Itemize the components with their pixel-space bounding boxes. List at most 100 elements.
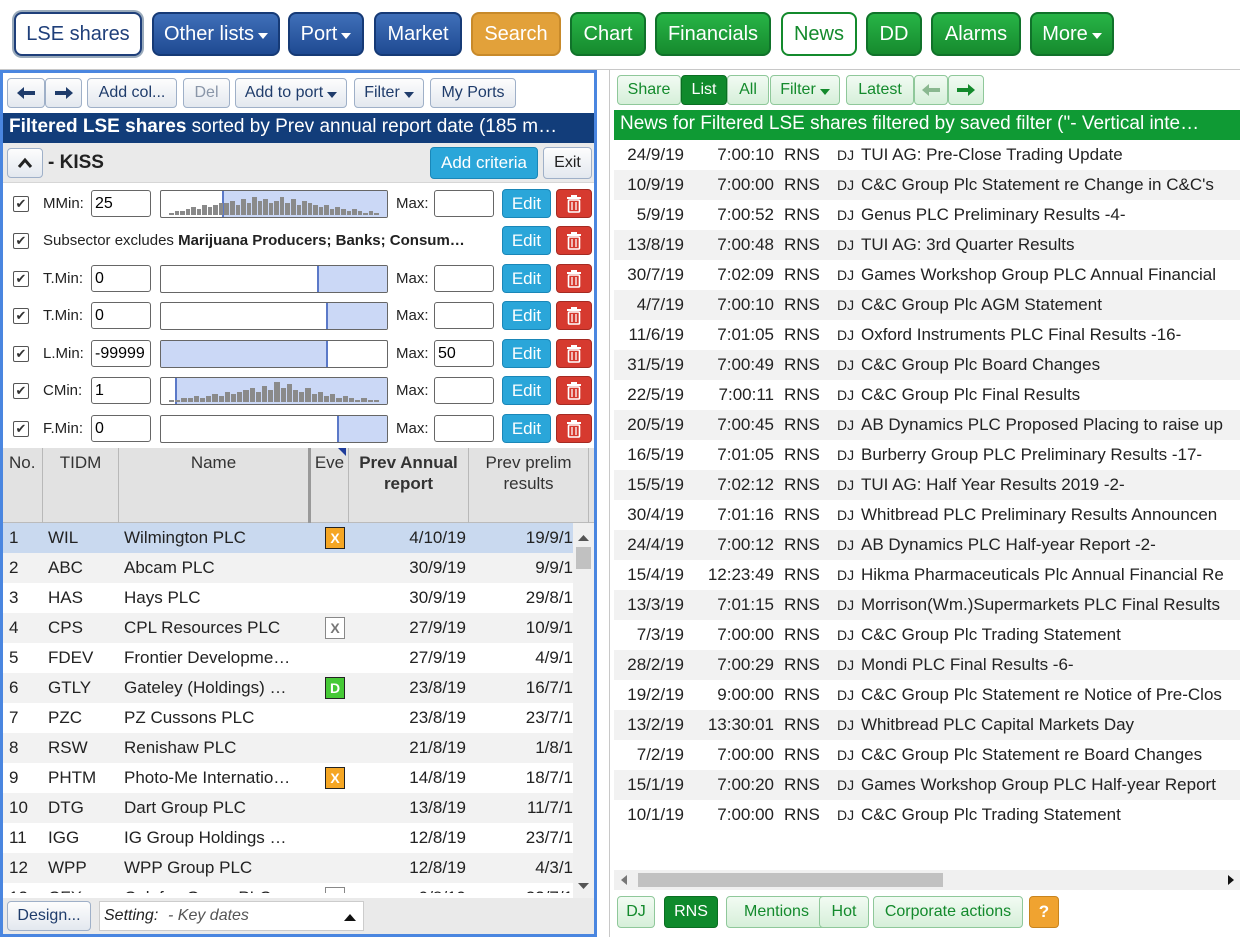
news-row[interactable]: 15/5/19 7:02:12 RNS DJ TUI AG: Half Year Res… [614, 470, 1240, 500]
column-header-events[interactable]: Eve [311, 448, 349, 523]
criteria-enabled-checkbox[interactable]: ✔ [13, 421, 29, 437]
news-row[interactable]: 30/4/19 7:01:16 RNS DJ Whitbread PLC Prelimi… [614, 500, 1240, 530]
news-row[interactable]: 28/2/19 7:00:29 RNS DJ Mondi PLC Final Resul… [614, 650, 1240, 680]
news-share-tab[interactable]: Share [617, 75, 681, 105]
table-row[interactable]: 6 GTLY Gateley (Holdings) … 23/8/19 16/7/1 D [3, 673, 573, 703]
nav-more-button[interactable]: More [1030, 12, 1114, 56]
table-scroll-thumb[interactable] [576, 547, 591, 569]
setting-selector[interactable]: Setting: - Key dates [99, 901, 364, 931]
criteria-min-input[interactable] [91, 377, 151, 404]
criteria-max-input[interactable] [434, 265, 494, 292]
criteria-edit-button[interactable]: Edit [502, 376, 551, 405]
design-button[interactable]: Design... [7, 901, 91, 931]
criteria-range-selection[interactable] [161, 341, 329, 367]
criteria-delete-button[interactable] [556, 301, 592, 330]
criteria-enabled-checkbox[interactable]: ✔ [13, 196, 29, 212]
criteria-range-slider[interactable] [160, 190, 388, 218]
table-row[interactable]: 3 HAS Hays PLC 30/9/19 29/8/1 [3, 583, 573, 613]
event-badge[interactable]: D [325, 677, 345, 699]
criteria-range-slider[interactable] [160, 302, 388, 330]
scroll-right-icon[interactable] [1223, 870, 1239, 890]
news-all-tab[interactable]: All [727, 75, 769, 105]
column-header-prev-prelim-results[interactable]: Prev prelim results [469, 448, 589, 523]
nav-lse-shares-button[interactable]: LSE shares [14, 12, 142, 56]
table-row[interactable]: 7 PZC PZ Cussons PLC 23/8/19 23/7/1 [3, 703, 573, 733]
news-filter-button[interactable]: Filter [770, 75, 840, 105]
news-row[interactable]: 13/3/19 7:01:15 RNS DJ Morrison(Wm.)Supermar… [614, 590, 1240, 620]
criteria-range-slider[interactable] [160, 265, 388, 293]
source-dj-toggle[interactable]: DJ [617, 896, 655, 928]
news-row[interactable]: 5/9/19 7:00:52 RNS DJ Genus PLC Preliminary … [614, 200, 1240, 230]
criteria-max-input[interactable] [434, 377, 494, 404]
news-row[interactable]: 15/4/19 12:23:49 RNS DJ Hikma Pharmaceutical… [614, 560, 1240, 590]
collapse-filter-button[interactable] [7, 148, 43, 178]
news-scroll-thumb[interactable] [638, 873, 943, 887]
criteria-enabled-checkbox[interactable]: ✔ [13, 383, 29, 399]
column-header-name[interactable]: Name [119, 448, 311, 523]
scroll-down-icon[interactable] [573, 876, 594, 896]
nav-financials-button[interactable]: Financials [655, 12, 771, 56]
news-horizontal-scrollbar[interactable] [614, 870, 1240, 890]
nav-other-lists-button[interactable]: Other lists [152, 12, 280, 56]
criteria-delete-button[interactable] [556, 339, 592, 368]
news-row[interactable]: 31/5/19 7:00:49 RNS DJ C&C Group Plc Board C… [614, 350, 1240, 380]
criteria-enabled-checkbox[interactable]: ✔ [13, 346, 29, 362]
source-rns-toggle[interactable]: RNS [664, 896, 718, 928]
table-row[interactable]: 12 WPP WPP Group PLC 12/8/19 4/3/1 [3, 853, 573, 883]
news-row[interactable]: 20/5/19 7:00:45 RNS DJ AB Dynamics PLC Propo… [614, 410, 1240, 440]
criteria-max-input[interactable] [434, 302, 494, 329]
column-header-tidm[interactable]: TIDM [43, 448, 119, 523]
nav-chart-button[interactable]: Chart [570, 12, 646, 56]
filter-dropdown-button[interactable]: Filter [354, 78, 424, 108]
criteria-min-input[interactable] [91, 265, 151, 292]
criteria-delete-button[interactable] [556, 414, 592, 443]
criteria-delete-button[interactable] [556, 264, 592, 293]
exit-filter-button[interactable]: Exit [543, 147, 592, 179]
event-badge[interactable]: X [325, 527, 345, 549]
scroll-left-icon[interactable] [616, 870, 632, 890]
news-row[interactable]: 15/1/19 7:00:20 RNS DJ Games Workshop Group … [614, 770, 1240, 800]
add-to-port-button[interactable]: Add to port [235, 78, 347, 108]
column-header-prev-annual-report[interactable]: Prev Annual report [349, 448, 469, 523]
criteria-range-slider[interactable] [160, 415, 388, 443]
my-ports-button[interactable]: My Ports [430, 78, 516, 108]
help-button[interactable]: ? [1029, 896, 1059, 928]
criteria-edit-button[interactable]: Edit [502, 264, 551, 293]
news-row[interactable]: 11/6/19 7:01:05 RNS DJ Oxford Instruments PL… [614, 320, 1240, 350]
table-row[interactable]: 10 DTG Dart Group PLC 13/8/19 11/7/1 [3, 793, 573, 823]
criteria-edit-button[interactable]: Edit [502, 189, 551, 218]
forward-button[interactable] [45, 78, 82, 108]
table-row[interactable]: 5 FDEV Frontier Developme… 27/9/19 4/9/1 [3, 643, 573, 673]
news-row[interactable]: 16/5/19 7:01:05 RNS DJ Burberry Group PLC Pr… [614, 440, 1240, 470]
criteria-delete-button[interactable] [556, 226, 592, 255]
news-row[interactable]: 7/2/19 7:00:00 RNS DJ C&C Group Plc Statemen… [614, 740, 1240, 770]
news-row[interactable]: 10/1/19 7:00:00 RNS DJ C&C Group Plc Trading… [614, 800, 1240, 830]
table-vertical-scrollbar[interactable] [573, 523, 594, 898]
criteria-delete-button[interactable] [556, 189, 592, 218]
criteria-edit-button[interactable]: Edit [502, 339, 551, 368]
news-row[interactable]: 10/9/19 7:00:00 RNS DJ C&C Group Plc Stateme… [614, 170, 1240, 200]
back-button[interactable] [7, 78, 45, 108]
table-row[interactable]: 9 PHTM Photo-Me Internatio… 14/8/19 18/7/1 X [3, 763, 573, 793]
scroll-up-icon[interactable] [573, 527, 594, 547]
table-row[interactable]: 8 RSW Renishaw PLC 21/8/19 1/8/1 [3, 733, 573, 763]
nav-market-button[interactable]: Market [374, 12, 462, 56]
news-row[interactable]: 7/3/19 7:00:00 RNS DJ C&C Group Plc Trading … [614, 620, 1240, 650]
criteria-min-input[interactable] [91, 340, 151, 367]
criteria-edit-button[interactable]: Edit [502, 414, 551, 443]
nav-dd-button[interactable]: DD [866, 12, 922, 56]
add-column-button[interactable]: Add col... [87, 78, 177, 108]
source-mentions-toggle[interactable]: Mentions [726, 896, 827, 928]
corporate-actions-toggle[interactable]: Corporate actions [873, 896, 1023, 928]
criteria-range-selection[interactable] [316, 266, 387, 292]
criteria-enabled-checkbox[interactable]: ✔ [13, 308, 29, 324]
event-badge[interactable]: D [325, 887, 345, 893]
news-row[interactable]: 13/8/19 7:00:48 RNS DJ TUI AG: 3rd Quarter R… [614, 230, 1240, 260]
news-row[interactable]: 22/5/19 7:00:11 RNS DJ C&C Group Plc Final R… [614, 380, 1240, 410]
criteria-delete-button[interactable] [556, 376, 592, 405]
add-criteria-button[interactable]: Add criteria [430, 147, 538, 179]
table-row[interactable]: 11 IGG IG Group Holdings … 12/8/19 23/7/1 [3, 823, 573, 853]
news-list-tab[interactable]: List [681, 75, 727, 105]
criteria-range-selection[interactable] [325, 303, 387, 329]
criteria-max-input[interactable] [434, 340, 494, 367]
